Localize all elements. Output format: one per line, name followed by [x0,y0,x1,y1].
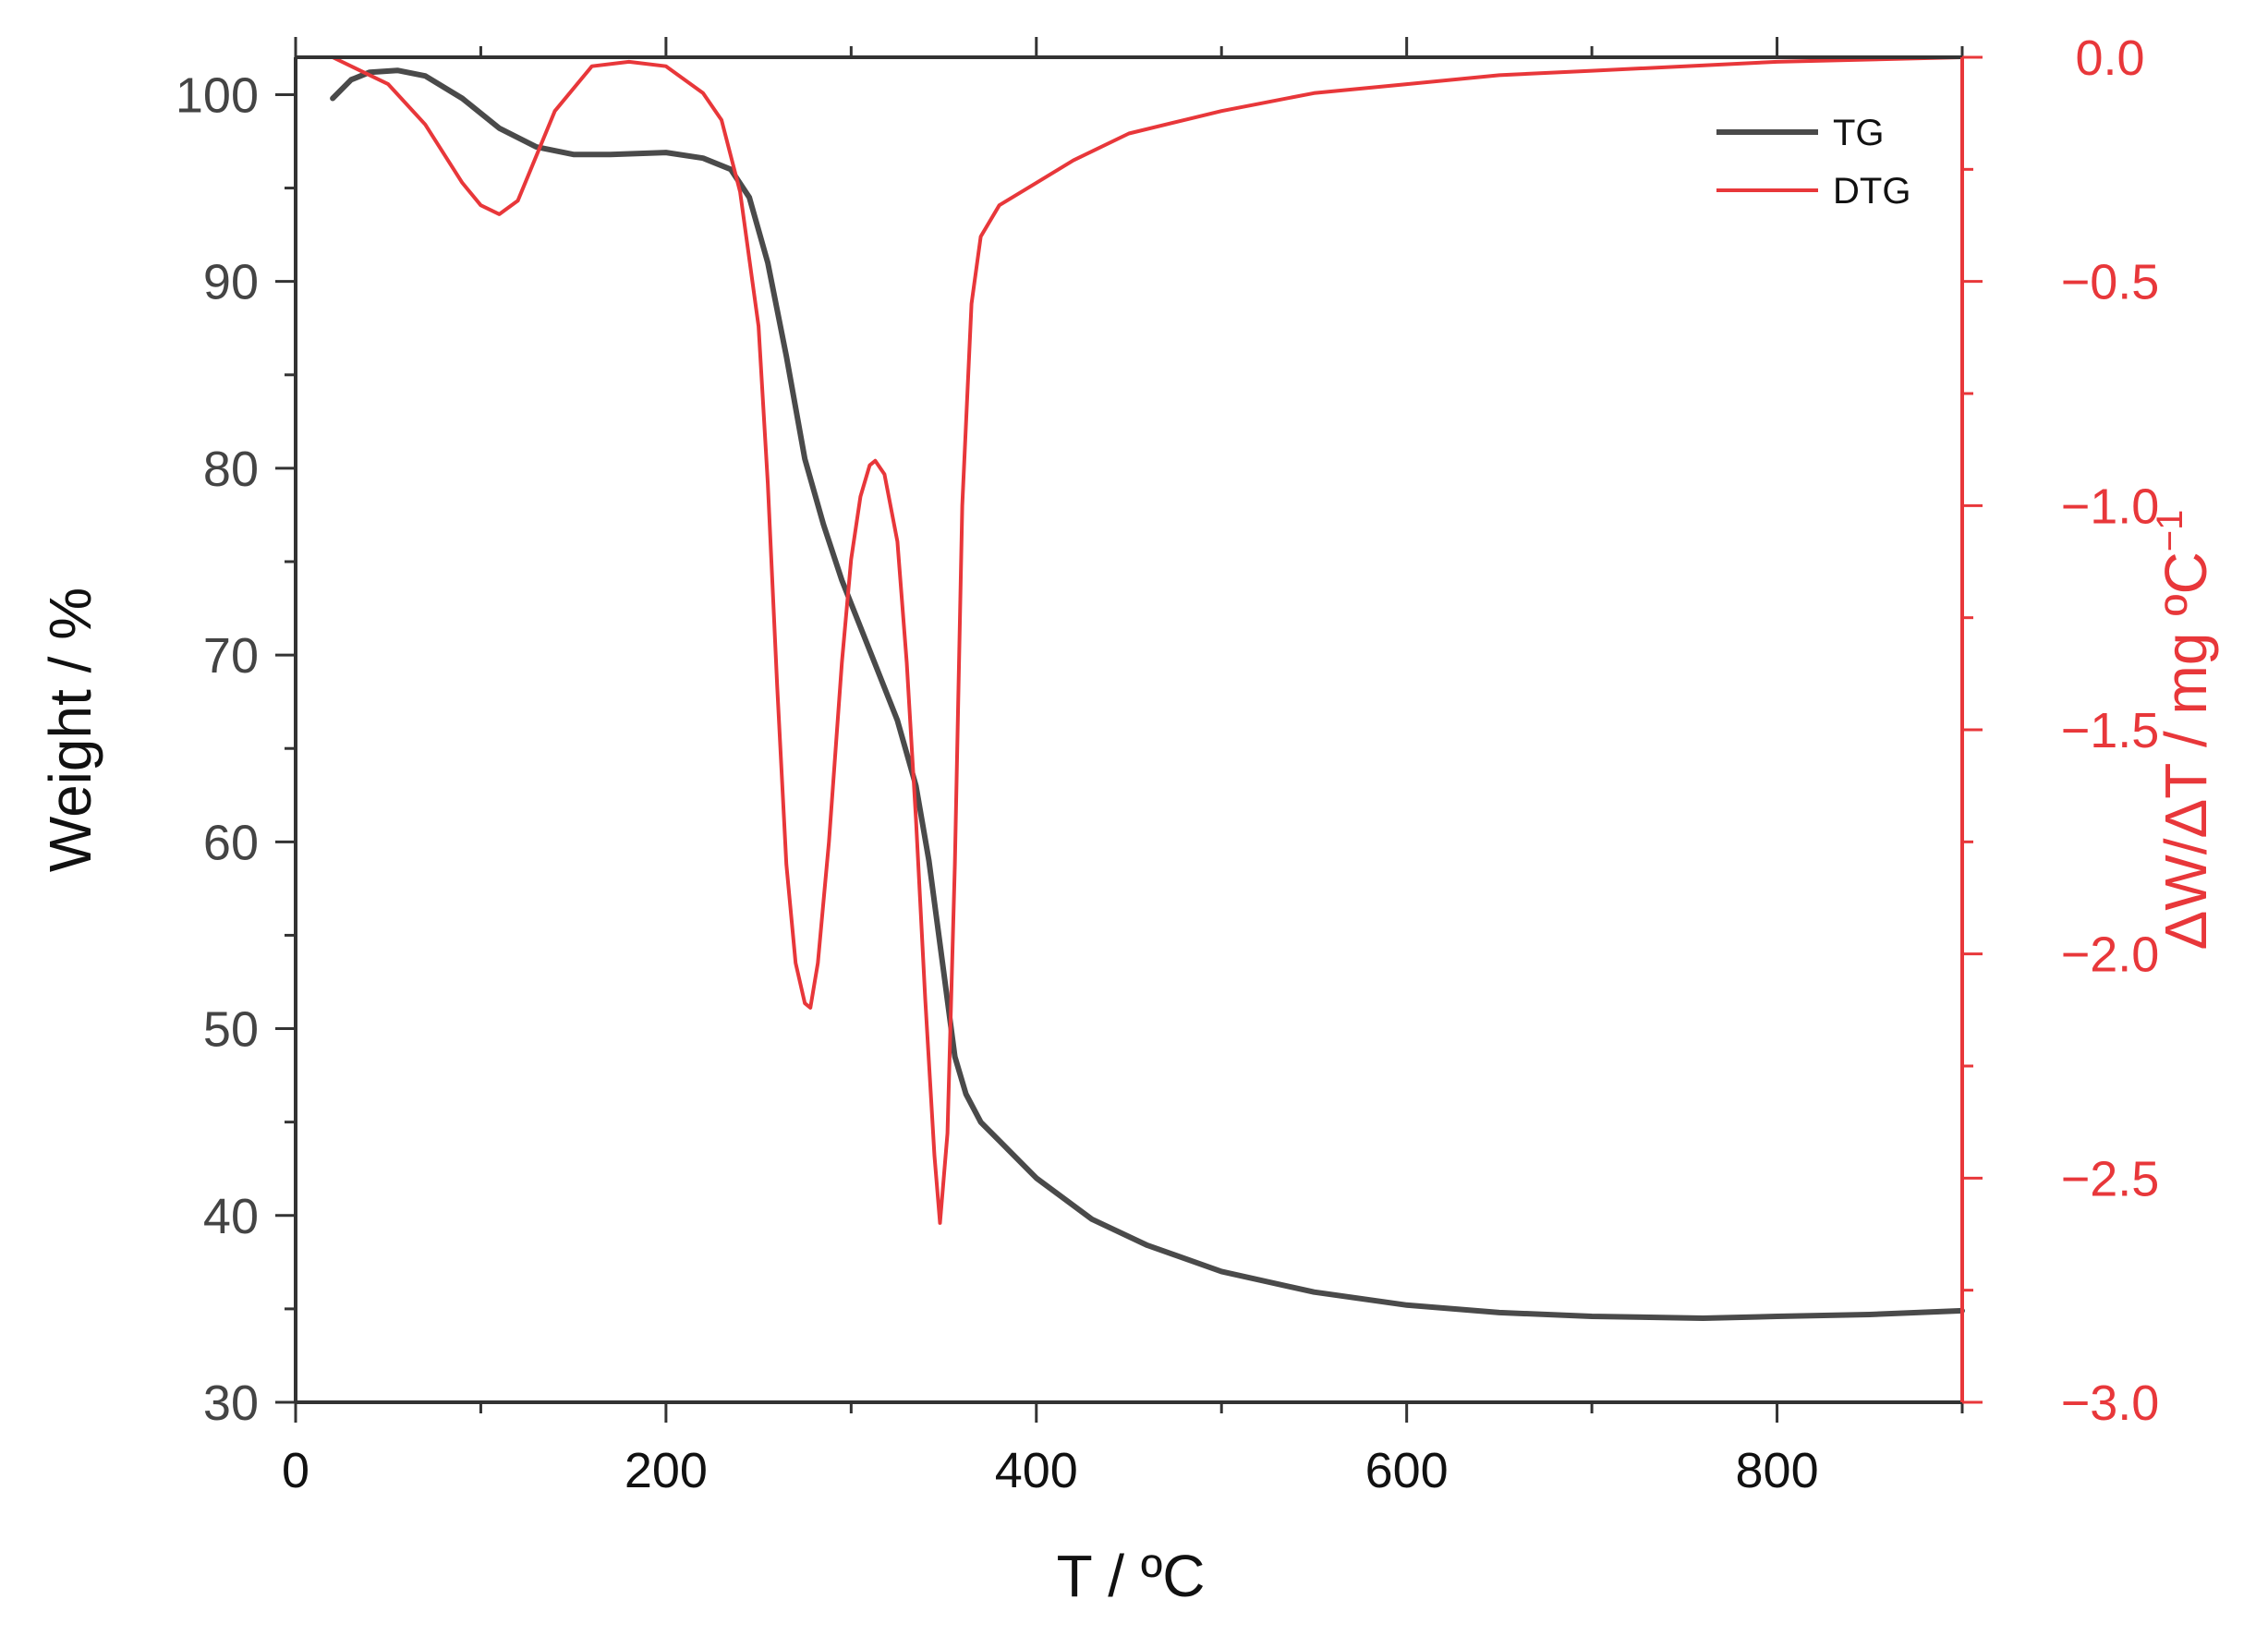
plot-lines [330,55,1965,1321]
ticks: 0 200 400 600 800 30 40 50 60 70 80 90 100 −3.0 −2.5 −2… [176,30,2159,1498]
y-axis-right-title: ΔW/ΔT / mg ºC−1 [2150,510,2219,951]
axes [294,55,1964,1404]
y-right-tick-label: 0.0 [2075,30,2144,86]
legend: TG DTG [1716,113,1910,212]
x-tick-label: 800 [1736,1443,1819,1498]
y-right-tick-label: −3.0 [2061,1375,2160,1431]
y-left-tick-label: 90 [203,255,259,310]
y-axis-right-title-main: ΔW/ΔT / mg ºC [2153,551,2219,950]
y-right-tick-label: −0.5 [2061,255,2160,310]
y-left-tick-label: 100 [176,67,259,123]
x-tick-label: 400 [995,1443,1078,1498]
y-left-tick-label: 50 [203,1002,259,1058]
x-tick-label: 600 [1365,1443,1449,1498]
legend-label-dtg: DTG [1833,171,1910,212]
series-line-dtg [331,55,1964,1225]
y-right-tick-label: −1.5 [2061,703,2160,758]
y-left-tick-label: 30 [203,1375,259,1431]
y-right-tick-label: −1.0 [2061,479,2160,534]
y-left-tick-label: 70 [203,628,259,684]
y-axis-right-title-superscript: −1 [2150,510,2190,552]
legend-label-tg: TG [1833,113,1885,153]
x-tick-label: 200 [625,1443,708,1498]
y-left-tick-label: 80 [203,442,259,497]
y-axis-left-title: Weight / % [37,588,103,872]
y-left-tick-label: 60 [203,815,259,870]
y-left-tick-label: 40 [203,1189,259,1244]
x-tick-label: 0 [282,1443,309,1498]
y-right-tick-label: −2.5 [2061,1151,2160,1206]
series-line-tg [330,67,1965,1321]
y-right-tick-label: −2.0 [2061,927,2160,983]
x-axis-title: T / ºC [1057,1543,1206,1609]
